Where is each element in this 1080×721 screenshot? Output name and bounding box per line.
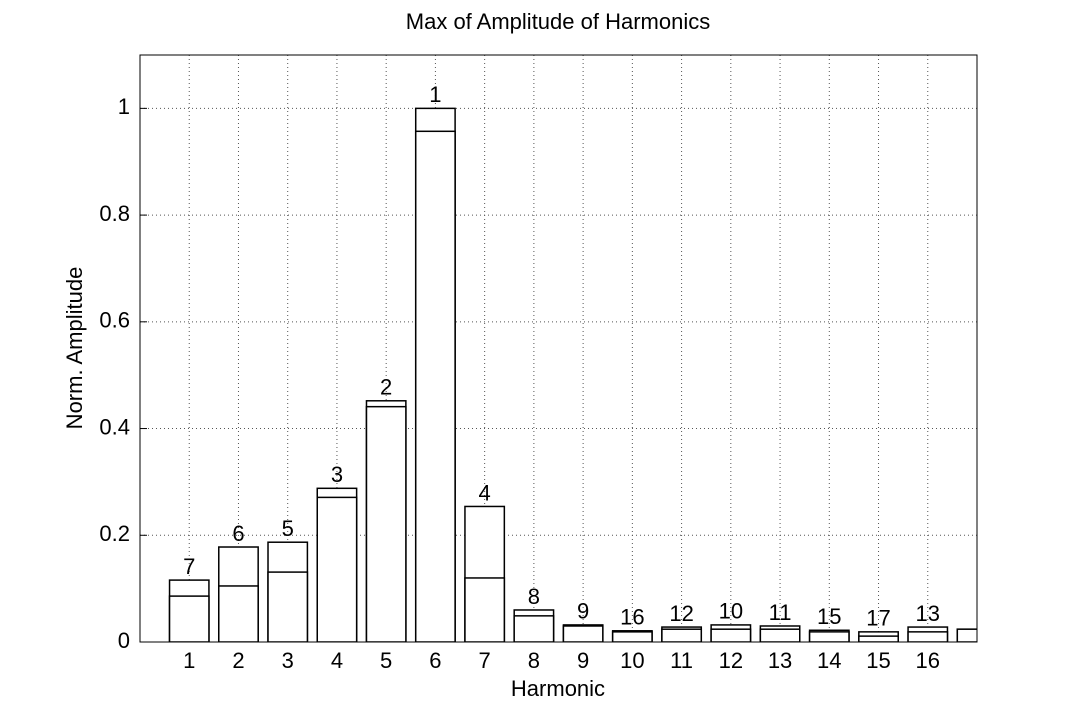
y-tick-label: 0.2 [99, 521, 130, 546]
y-tick-label: 0 [118, 628, 130, 653]
x-tick-label: 10 [620, 648, 644, 673]
y-axis-label: Norm. Amplitude [62, 267, 87, 430]
x-tick-label: 5 [380, 648, 392, 673]
grid [140, 55, 977, 643]
x-axis-label: Harmonic [511, 676, 605, 701]
bar [168, 595, 210, 642]
x-tick-label: 3 [282, 648, 294, 673]
bar-label: 5 [282, 516, 294, 541]
y-tick-label: 0.6 [99, 308, 130, 333]
bar [365, 405, 407, 642]
x-tick-label: 12 [719, 648, 743, 673]
y-tick-label: 0.4 [99, 414, 130, 439]
y-tick-label: 0.8 [99, 201, 130, 226]
bar-label: 4 [479, 480, 491, 505]
bar-label: 11 [769, 600, 792, 625]
x-tick-label: 13 [768, 648, 792, 673]
x-tick-label: 8 [528, 648, 540, 673]
x-tick-label: 11 [670, 648, 693, 673]
bar-label: 8 [528, 584, 540, 609]
bar-label: 12 [669, 601, 693, 626]
bar-label: 15 [817, 604, 841, 629]
x-tick-label: 1 [183, 648, 195, 673]
bar-label: 7 [183, 554, 195, 579]
bar-label: 13 [916, 601, 940, 626]
bar-label: 6 [232, 521, 244, 546]
bar [907, 631, 949, 642]
bars [168, 107, 977, 642]
bar-label: 3 [331, 462, 343, 487]
bar [858, 635, 899, 642]
bar [611, 631, 653, 642]
bar-label: 9 [577, 599, 589, 624]
y-tick-label: 1 [118, 94, 130, 119]
bar [661, 628, 703, 642]
x-tick-label: 7 [479, 648, 491, 673]
bar [218, 585, 259, 642]
x-tick-label: 4 [331, 648, 343, 673]
bar [414, 130, 456, 642]
bar-label: 16 [620, 605, 644, 630]
x-tick-label: 16 [916, 648, 940, 673]
bar [710, 628, 752, 642]
x-tick-label: 9 [577, 648, 589, 673]
bar [759, 628, 801, 642]
bar-label: 17 [866, 606, 890, 631]
bar [513, 615, 555, 642]
bar [267, 571, 309, 642]
x-tick-label: 15 [866, 648, 890, 673]
bar [956, 628, 977, 642]
x-tick-label: 6 [429, 648, 441, 673]
x-tick-label: 14 [817, 648, 841, 673]
bar [464, 577, 506, 642]
bar-label: 2 [380, 375, 392, 400]
bar [316, 496, 358, 642]
chart-title: Max of Amplitude of Harmonics [406, 9, 710, 34]
plot-frame [139, 54, 978, 643]
bar-label: 1 [429, 82, 441, 107]
bar-label: 10 [719, 599, 743, 624]
bar [562, 625, 604, 642]
bar [808, 631, 850, 642]
x-tick-label: 2 [232, 648, 244, 673]
